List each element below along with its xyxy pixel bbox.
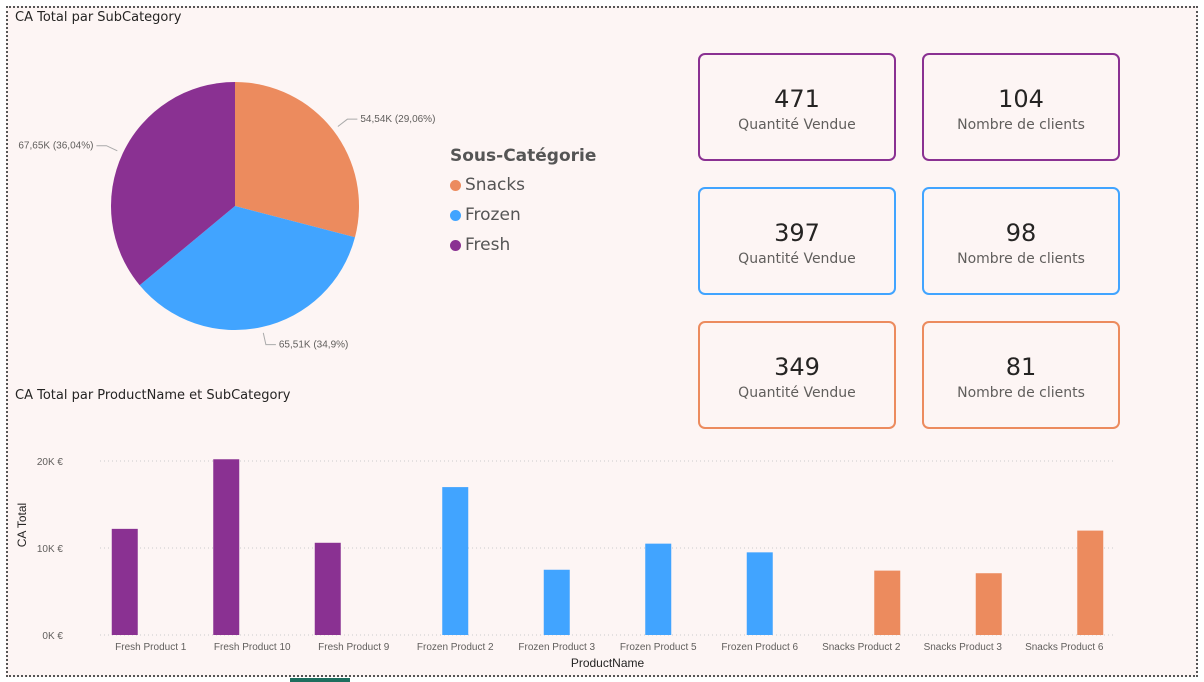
- legend-item-fresh[interactable]: Fresh: [450, 230, 596, 260]
- pie-leader-line: [96, 145, 118, 152]
- pie-chart-title: CA Total par SubCategory: [15, 10, 182, 25]
- card-value: 397: [774, 219, 820, 247]
- legend-label: Snacks: [465, 175, 526, 195]
- kpi-card-quantity-fresh[interactable]: 471 Quantité Vendue: [698, 53, 896, 161]
- card-value: 81: [1005, 353, 1037, 381]
- pie-data-label: 65,51K (34,9%): [279, 340, 349, 351]
- pie-slice-frozen[interactable]: [139, 206, 355, 331]
- card-label: Quantité Vendue: [738, 251, 856, 267]
- pie-chart: 54,54K (29,06%) 65,51K (34,9%) 67,65K (36,…: [18, 82, 435, 351]
- legend-item-snacks[interactable]: Snacks: [450, 170, 596, 200]
- card-label: Quantité Vendue: [738, 385, 856, 401]
- legend-dot-icon: [450, 239, 461, 251]
- card-label: Nombre de clients: [957, 117, 1085, 133]
- legend-item-frozen[interactable]: Frozen: [450, 200, 596, 230]
- kpi-card-quantity-frozen[interactable]: 397 Quantité Vendue: [698, 187, 896, 295]
- kpi-card-clients-fresh[interactable]: 104 Nombre de clients: [922, 53, 1120, 161]
- pie-data-label: 54,54K (29,06%): [360, 114, 435, 125]
- kpi-card-clients-frozen[interactable]: 98 Nombre de clients: [922, 187, 1120, 295]
- card-label: Quantité Vendue: [738, 117, 856, 133]
- card-value: 471: [774, 85, 820, 113]
- kpi-card-quantity-snacks[interactable]: 349 Quantité Vendue: [698, 321, 896, 429]
- bar-chart-title: CA Total par ProductName et SubCategory: [15, 388, 291, 403]
- pie-legend: Sous-Catégorie Snacks Frozen Fresh: [450, 146, 596, 260]
- page-tab-indicator[interactable]: [290, 678, 350, 682]
- card-value: 98: [1005, 219, 1037, 247]
- card-value: 349: [774, 353, 820, 381]
- legend-label: Frozen: [465, 205, 521, 225]
- pie-data-label: 67,65K (36,04%): [18, 141, 93, 152]
- legend-dot-icon: [450, 179, 461, 191]
- pie-leader-line: [337, 118, 358, 127]
- card-label: Nombre de clients: [957, 251, 1085, 267]
- kpi-card-clients-snacks[interactable]: 81 Nombre de clients: [922, 321, 1120, 429]
- legend-title: Sous-Catégorie: [450, 146, 597, 166]
- pie-leader-line: [262, 332, 276, 346]
- legend-dot-icon: [450, 209, 461, 221]
- pie-slice-fresh[interactable]: [110, 82, 235, 286]
- legend-label: Fresh: [465, 235, 511, 255]
- card-label: Nombre de clients: [957, 385, 1085, 401]
- card-value: 104: [998, 85, 1044, 113]
- pie-slice-snacks[interactable]: [235, 82, 360, 238]
